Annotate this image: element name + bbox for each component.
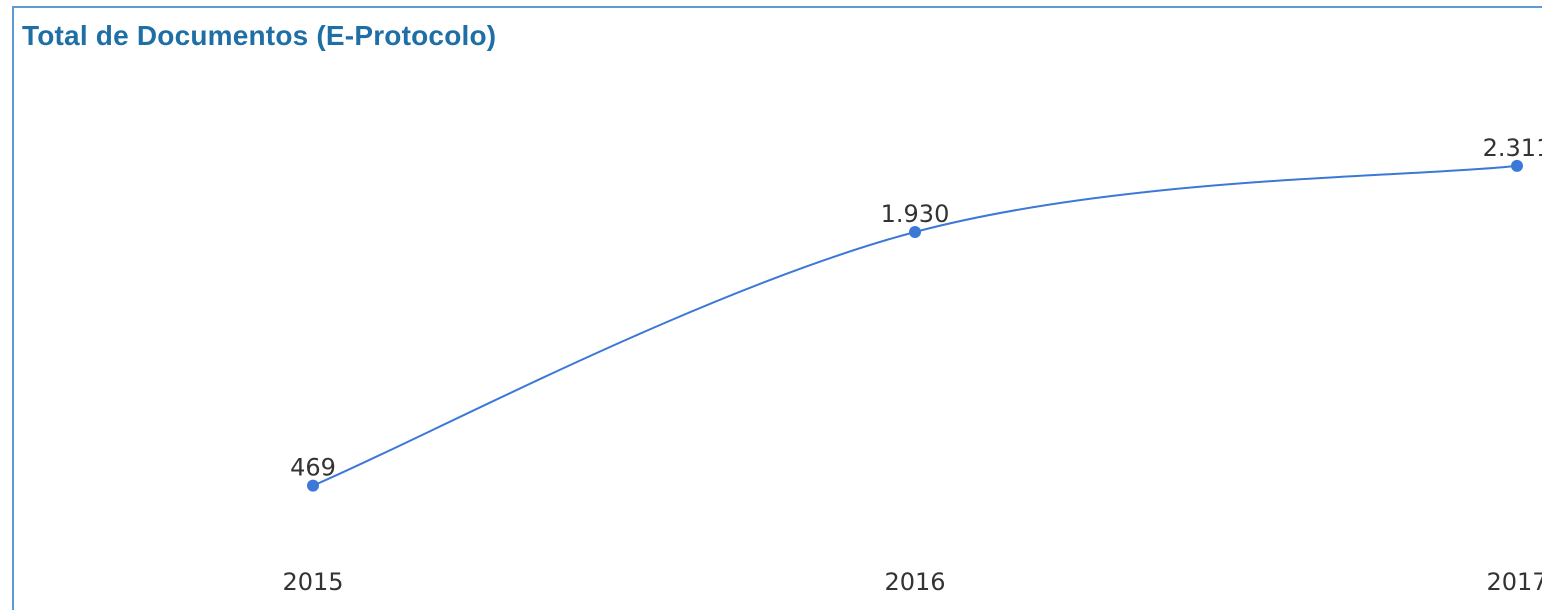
line-chart: 469 2015 1.930 2016 2.311 2017: [282, 134, 1542, 596]
data-point-2016[interactable]: [909, 225, 921, 238]
x-tick-label-2015: 2015: [282, 568, 343, 596]
chart-title: Total de Documentos (E-Protocolo): [22, 20, 497, 51]
data-point-2015[interactable]: [307, 479, 319, 492]
x-tick-label-2017: 2017: [1486, 568, 1542, 596]
x-tick-label-2016: 2016: [884, 568, 945, 596]
data-point-2017[interactable]: [1511, 159, 1523, 172]
data-label-2017: 2.311: [1483, 134, 1542, 162]
data-label-2015: 469: [290, 454, 336, 482]
chart-panel: Total de Documentos (E-Protocolo) 469 201…: [12, 6, 1542, 610]
data-label-2016: 1.930: [881, 200, 950, 228]
